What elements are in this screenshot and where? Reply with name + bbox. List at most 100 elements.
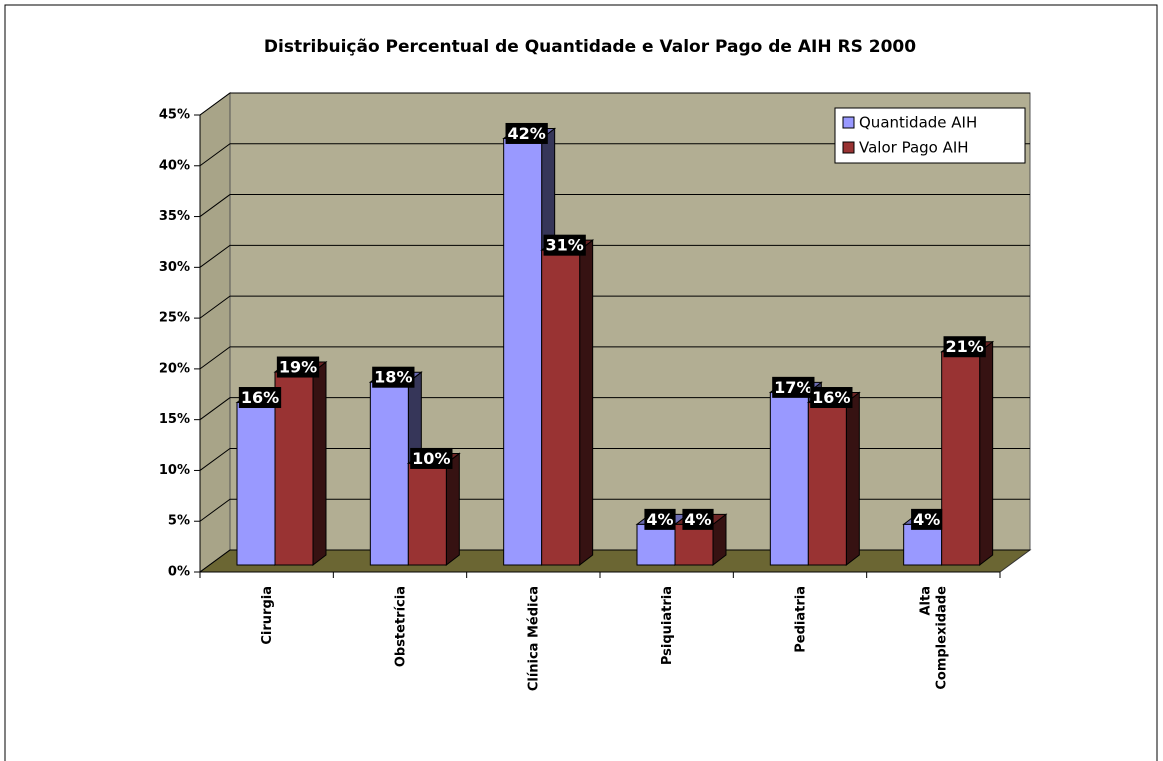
data-label-bg — [543, 234, 586, 256]
data-label: 10% — [410, 447, 453, 469]
bar — [940, 340, 995, 567]
data-label-bg — [810, 387, 853, 409]
data-label: 16% — [238, 387, 282, 409]
bar-front — [807, 402, 847, 566]
data-label-bg — [410, 447, 453, 469]
data-label-bg — [682, 508, 714, 530]
y-tick-label: 30% — [159, 260, 190, 275]
data-label-text: 4% — [913, 510, 940, 529]
legend-swatch — [842, 116, 855, 129]
label-line: Obstetrícia — [393, 586, 408, 667]
bar-front — [903, 523, 943, 566]
data-label-text: 31% — [546, 236, 584, 255]
bar — [368, 371, 423, 567]
bar-side — [579, 239, 594, 567]
x-tick-label: Clínica Médica — [526, 586, 541, 691]
legend-swatch — [842, 141, 855, 154]
x-tick-label: AltaComplexidade — [918, 586, 949, 690]
data-label-text: 17% — [774, 378, 812, 397]
x-tick-label: Cirurgia — [260, 586, 275, 645]
y-tick-label: 25% — [159, 311, 190, 326]
legend: Quantidade AIH Valor Pago AIH — [834, 107, 1026, 164]
data-label: 18% — [372, 366, 415, 388]
label-line: Clínica Médica — [526, 586, 541, 691]
data-label-text: 21% — [946, 337, 984, 356]
chart-title: Distribuição Percentual de Quantidade e … — [264, 37, 916, 57]
label-line: Complexidade — [934, 586, 949, 690]
y-tick-label: 45% — [159, 108, 190, 123]
y-tick-label: 15% — [159, 412, 190, 427]
data-label-bg — [238, 387, 282, 409]
data-label: 21% — [943, 336, 986, 358]
side-wall — [199, 92, 231, 573]
data-label-text: 18% — [374, 368, 412, 387]
x-tick-label: Obstetrícia — [393, 586, 408, 667]
grid-line — [199, 549, 1030, 573]
bar — [806, 391, 861, 567]
data-label: 42% — [505, 122, 548, 144]
grid-line — [199, 194, 1030, 217]
data-label: 16% — [810, 387, 853, 409]
bar-front — [541, 249, 581, 566]
data-label-text: 19% — [279, 358, 317, 377]
bar — [540, 239, 595, 567]
data-label-bg — [911, 508, 943, 530]
grid-line — [199, 346, 1030, 370]
bar — [273, 361, 328, 567]
label-line: Cirurgia — [260, 586, 275, 645]
x-tick-label: Psiquiatria — [660, 586, 675, 665]
bar-front — [369, 381, 409, 566]
grid-line — [199, 498, 1030, 522]
data-label-text: 16% — [241, 388, 279, 407]
bar-side — [979, 340, 994, 567]
bar-front — [674, 523, 714, 566]
data-label: 31% — [543, 234, 586, 256]
data-label-text: 42% — [508, 124, 546, 143]
data-label-bg — [772, 376, 815, 398]
legend-box — [834, 107, 1026, 164]
y-tick-label: 0% — [168, 565, 190, 580]
bar-side — [445, 452, 460, 567]
legend-label: Valor Pago AIH — [859, 139, 969, 157]
bar-front — [769, 391, 809, 566]
grid-line — [199, 244, 1030, 268]
bar-front — [236, 402, 276, 566]
data-label-bg — [372, 366, 415, 388]
bar-front — [274, 371, 314, 566]
data-label: 4% — [644, 508, 676, 530]
data-label: 4% — [911, 508, 943, 530]
label-line: Alta — [918, 586, 933, 616]
data-label-bg — [276, 356, 320, 378]
bar-front — [407, 462, 447, 566]
x-tick-label: Pediatria — [793, 586, 808, 653]
legend-label: Quantidade AIH — [859, 114, 977, 132]
bar-side — [845, 391, 860, 567]
data-label-bg — [644, 508, 676, 530]
data-label-text: 4% — [684, 510, 711, 529]
grid-line — [199, 447, 1030, 471]
bar-side — [312, 361, 327, 567]
bar — [406, 452, 461, 567]
data-label-text: 10% — [412, 449, 450, 468]
data-label: 4% — [682, 508, 714, 530]
bar-front — [941, 351, 981, 566]
bar-front — [503, 137, 543, 566]
data-label-bg — [505, 122, 548, 144]
y-tick-label: 40% — [159, 158, 190, 173]
grid-line — [199, 92, 1030, 116]
grid-line — [199, 397, 1030, 421]
data-label: 19% — [276, 356, 320, 378]
label-line: Pediatria — [793, 586, 808, 653]
y-tick-label: 20% — [159, 361, 190, 376]
bar-front — [636, 523, 676, 566]
data-label-text: 4% — [646, 510, 673, 529]
y-tick-label: 10% — [159, 463, 190, 478]
y-tick-label: 35% — [159, 209, 190, 224]
data-label-bg — [943, 336, 986, 358]
grid-line — [199, 295, 1030, 319]
y-tick-label: 5% — [168, 514, 190, 529]
grid-line — [199, 143, 1030, 167]
data-label: 17% — [772, 376, 815, 398]
